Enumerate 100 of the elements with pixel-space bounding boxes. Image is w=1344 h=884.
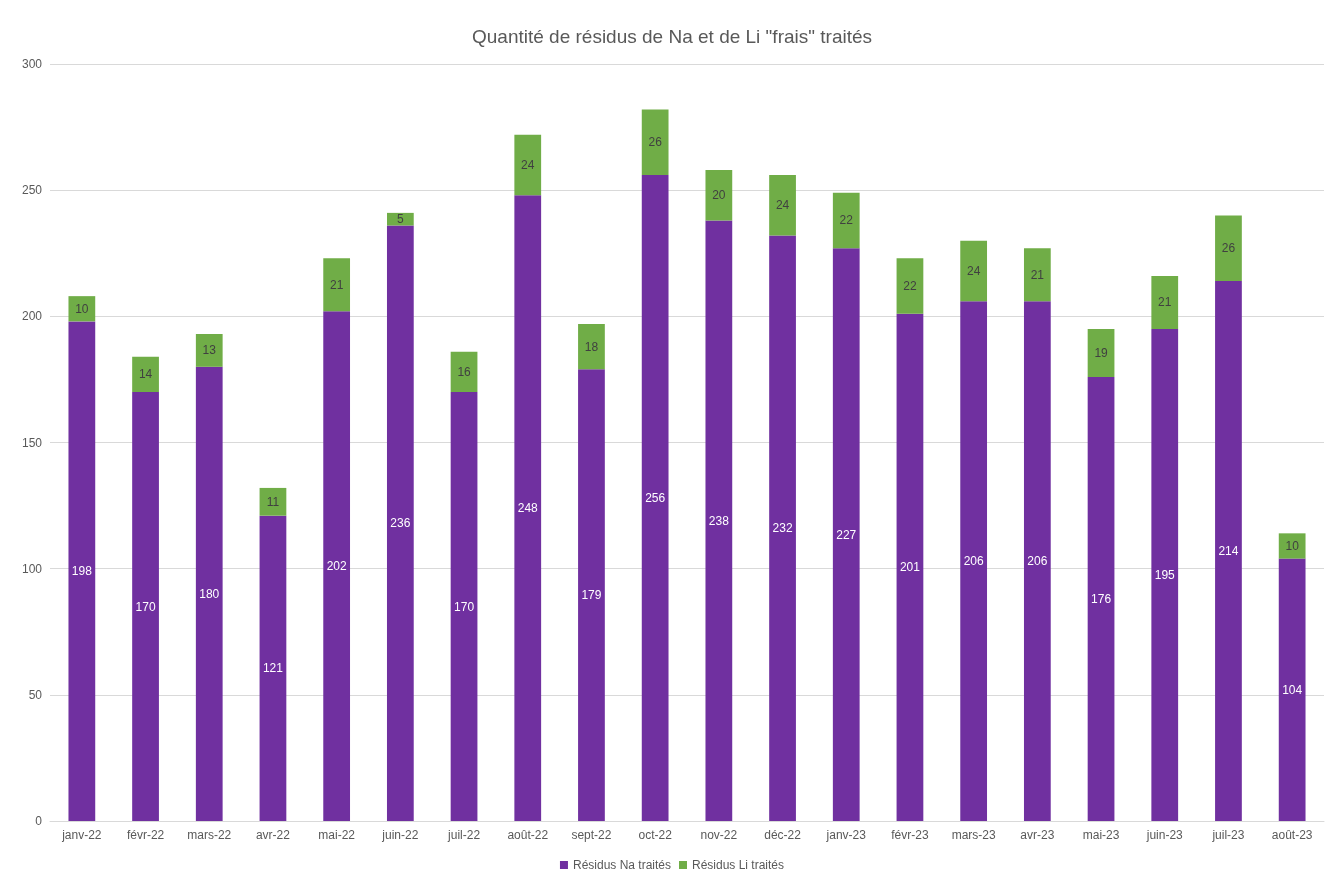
bar <box>896 313 924 821</box>
x-tick-label: oct-22 <box>638 828 673 842</box>
data-label: 24 <box>966 263 981 278</box>
y-tick-label: 100 <box>21 561 43 576</box>
x-tick-label: avr-23 <box>1020 828 1055 842</box>
bar <box>1151 275 1179 329</box>
data-label: 22 <box>839 213 854 228</box>
bar <box>1278 533 1306 559</box>
data-label: 19 <box>1094 345 1109 360</box>
data-label: 232 <box>772 521 793 536</box>
x-tick-label: févr-23 <box>891 828 929 842</box>
bar <box>641 109 669 176</box>
y-tick-label: 200 <box>21 309 43 324</box>
y-tick-label: 50 <box>28 687 43 702</box>
bar <box>578 369 605 821</box>
data-label: 236 <box>390 516 411 531</box>
data-label: 13 <box>202 343 217 358</box>
data-label: 256 <box>645 491 666 506</box>
bar <box>323 311 351 821</box>
chart-title: Quantité de résidus de Na et de Li "frais" traités <box>471 26 873 47</box>
x-tick-label: mai-22 <box>318 828 356 842</box>
x-tick-label: août-22 <box>507 828 549 842</box>
data-label: 21 <box>329 277 344 292</box>
data-label: 10 <box>75 301 89 316</box>
x-tick-label: mai-23 <box>1082 828 1120 842</box>
bar <box>1151 328 1179 821</box>
x-tick-label: sept-22 <box>571 828 612 842</box>
bar <box>705 169 733 221</box>
x-tick-label: mars-23 <box>951 828 996 842</box>
x-tick-label: juin-22 <box>381 828 419 842</box>
bar <box>323 258 351 312</box>
data-label: 214 <box>1218 544 1239 558</box>
data-label: 10 <box>1285 538 1300 553</box>
data-label: 21 <box>1158 295 1172 310</box>
data-label: 202 <box>326 559 347 574</box>
data-label: 11 <box>266 494 280 509</box>
data-label: 170 <box>454 599 475 614</box>
bar <box>386 225 414 821</box>
bar <box>769 175 796 236</box>
bar <box>578 323 605 370</box>
bar <box>1023 248 1051 302</box>
bar <box>195 366 223 821</box>
legend-label: Résidus Li traités <box>692 858 785 872</box>
x-tick-label: août-23 <box>1271 828 1313 842</box>
bar <box>1278 558 1306 821</box>
bar <box>514 134 542 196</box>
data-label: 180 <box>199 586 220 601</box>
data-label: 206 <box>1027 554 1048 569</box>
data-label: 24 <box>521 157 535 172</box>
data-label: 24 <box>775 198 790 213</box>
bar <box>641 175 669 821</box>
bar <box>450 392 478 821</box>
data-label: 238 <box>708 513 730 528</box>
bar <box>960 240 988 302</box>
bar <box>896 258 924 314</box>
bar <box>832 192 860 249</box>
bar <box>259 487 287 516</box>
data-label: 176 <box>1091 591 1112 606</box>
bar <box>1023 301 1051 821</box>
bar <box>132 392 159 821</box>
bar <box>132 356 159 393</box>
x-tick-label: févr-22 <box>126 828 165 842</box>
data-label: 20 <box>712 188 726 203</box>
bar <box>1215 215 1242 282</box>
x-tick-label: déc-22 <box>764 828 802 842</box>
x-tick-label: juin-23 <box>1145 828 1184 842</box>
bar <box>960 301 988 821</box>
bar <box>514 195 542 821</box>
bar <box>1215 281 1242 821</box>
bar <box>705 220 733 821</box>
y-tick-label: 150 <box>21 435 43 450</box>
y-tick-label: 300 <box>21 57 43 71</box>
data-label: 248 <box>517 501 539 516</box>
y-tick-label: 0 <box>35 814 43 828</box>
x-tick-label: janv-23 <box>825 828 867 842</box>
bar <box>832 248 860 821</box>
data-label: 26 <box>648 135 663 150</box>
data-label: 18 <box>584 339 599 354</box>
data-label: 121 <box>262 661 284 676</box>
data-label: 5 <box>397 212 405 227</box>
data-label: 14 <box>138 367 153 382</box>
data-label: 104 <box>1282 682 1303 697</box>
y-tick-label: 250 <box>21 183 43 198</box>
bar <box>259 515 287 821</box>
data-label: 16 <box>457 364 472 379</box>
data-label: 195 <box>1154 567 1176 582</box>
bar <box>68 321 96 821</box>
data-label: 206 <box>963 554 984 569</box>
bar <box>195 334 223 367</box>
x-tick-label: nov-22 <box>700 828 738 842</box>
bar <box>450 351 478 393</box>
bar <box>68 296 96 322</box>
bar <box>1087 328 1115 377</box>
data-label: 198 <box>71 564 93 579</box>
data-label: 179 <box>581 588 602 603</box>
x-tick-label: janv-22 <box>61 828 102 842</box>
data-label: 22 <box>903 279 917 294</box>
x-tick-label: juil-22 <box>447 828 481 842</box>
data-label: 227 <box>836 527 857 542</box>
data-label: 21 <box>1030 267 1045 282</box>
